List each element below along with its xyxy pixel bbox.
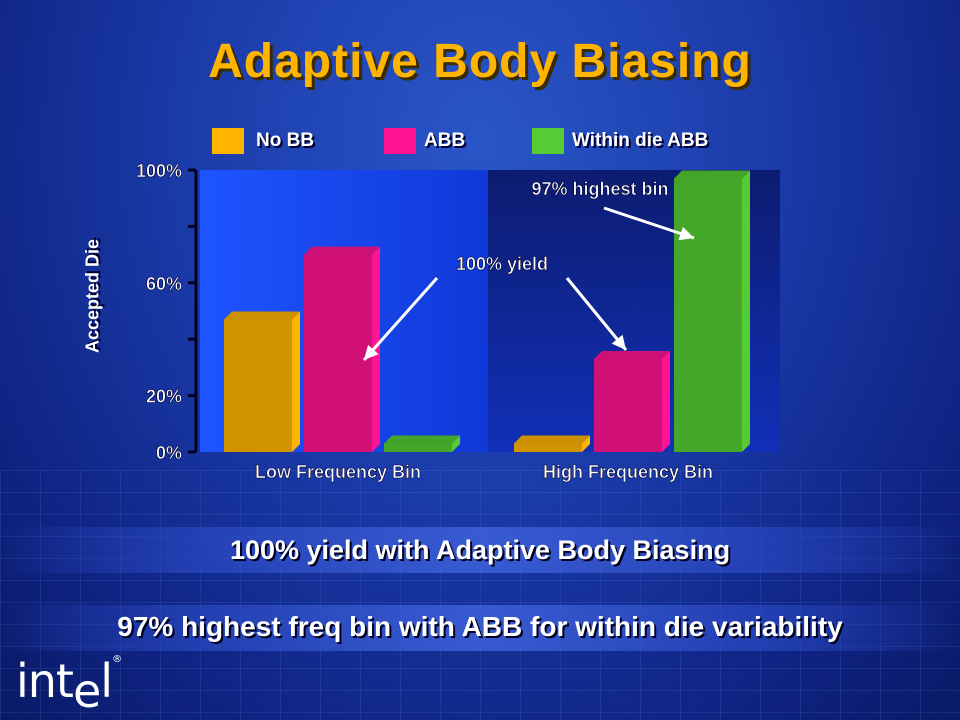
bar-top — [224, 311, 300, 320]
arrow-yield-low-head — [364, 344, 379, 360]
banner-highest-bin: 97% highest freq bin with ABB for within… — [117, 611, 843, 642]
arrow-yield-low — [362, 277, 439, 361]
y-tick-label: 0% — [156, 443, 182, 463]
legend-label: Within die ABB — [572, 130, 709, 151]
bar-front — [674, 178, 742, 452]
arrow-yield-high-head — [611, 334, 626, 350]
bar-top — [384, 435, 460, 444]
arrow-highest-bin-head — [678, 226, 694, 241]
x-category-label: Low Frequency Bin — [255, 462, 421, 482]
bar-front — [304, 254, 372, 452]
bar — [304, 246, 380, 452]
bar-side — [372, 246, 380, 452]
bar-side — [742, 170, 750, 452]
bar-side — [292, 311, 300, 452]
legend-swatch — [384, 128, 416, 154]
page-title: Adaptive Body Biasing — [208, 35, 752, 88]
bar-front — [224, 319, 292, 452]
bar-shade — [674, 178, 742, 452]
bar-top — [514, 435, 590, 444]
intel-logo: intel® — [16, 654, 122, 718]
bar-front — [514, 443, 582, 452]
bar-top — [304, 246, 380, 255]
legend-label: ABB — [424, 130, 466, 151]
banner-background — [0, 605, 960, 651]
arrow-yield-high — [565, 277, 628, 351]
bar-front — [594, 358, 662, 452]
banner-yield: 100% yield with Adaptive Body Biasing — [229, 535, 731, 565]
annotation-yield: 100% yield — [456, 254, 548, 274]
legend-swatch — [532, 128, 564, 154]
bar-shade — [224, 319, 292, 452]
annotation-highest-bin: 97% highest bin — [531, 179, 668, 199]
bar — [514, 435, 590, 452]
legend-label: No BB — [256, 130, 315, 151]
bar — [674, 170, 750, 452]
bar-side — [582, 435, 590, 452]
bar — [594, 350, 670, 452]
bar-top — [674, 170, 750, 179]
arrow-highest-bin — [603, 206, 695, 240]
bar-top — [594, 350, 670, 359]
y-tick-label: 60% — [146, 274, 182, 294]
x-category-label: High Frequency Bin — [543, 462, 713, 482]
bar-shade — [514, 443, 582, 452]
bar-shade — [384, 443, 452, 452]
bar-side — [452, 435, 460, 452]
y-tick-label: 20% — [146, 387, 182, 407]
bar-shade — [304, 254, 372, 452]
bar — [384, 435, 460, 452]
y-tick-label: 100% — [136, 161, 182, 181]
banner-background — [0, 527, 960, 573]
bar — [224, 311, 300, 452]
bar-shade — [594, 358, 662, 452]
bar-front — [384, 443, 452, 452]
bar-side — [662, 350, 670, 452]
legend-swatch — [212, 128, 244, 154]
background-grid — [0, 470, 960, 720]
